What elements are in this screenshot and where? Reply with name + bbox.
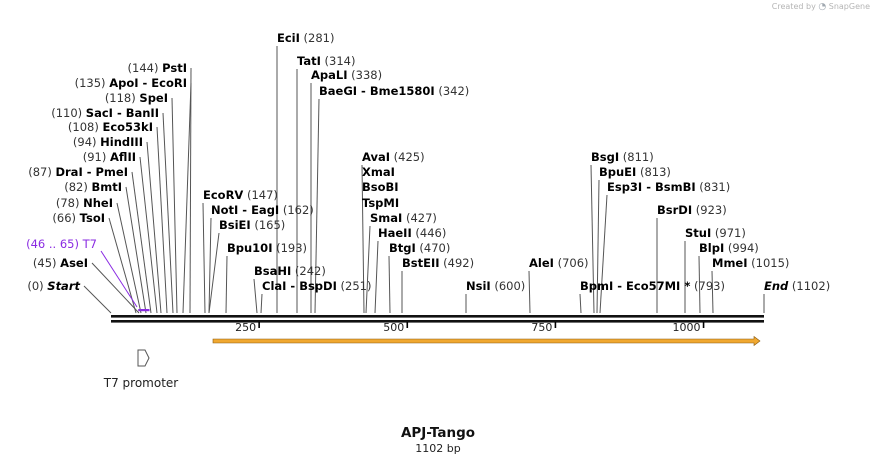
site-label-ava[interactable]: AvaI (425): [362, 150, 425, 164]
credit-text: Created by: [771, 2, 816, 11]
site-label-tspm[interactable]: TspMI: [362, 196, 399, 210]
site-connector-bpm: [579, 293, 582, 314]
site-label-esp3[interactable]: Esp3I - BsmBI (831): [607, 180, 730, 194]
tick-label-1000: 1000: [673, 321, 701, 334]
site-connector-btg: [388, 255, 391, 314]
site-label-mme[interactable]: MmeI (1015): [712, 256, 789, 270]
site-connector-cla: [260, 293, 263, 314]
site-label-bpm[interactable]: BpmI - Eco57MI * (793): [580, 279, 725, 293]
site-connector-hind: [146, 141, 162, 314]
site-label-spe[interactable]: (118) SpeI: [105, 91, 168, 105]
site-label-not[interactable]: NotI - EagI (162): [211, 203, 314, 217]
primer-bar-t7[interactable]: [138, 309, 150, 312]
site-label-ale[interactable]: AleI (706): [529, 256, 589, 270]
site-connector-bsah: [253, 278, 258, 314]
site-label-bpue[interactable]: BpuEI (813): [599, 165, 671, 179]
site-connector-bsg: [590, 164, 595, 314]
snapgene-credit: Created by ◔ SnapGene: [772, 2, 870, 12]
primer-label-t7[interactable]: (46 .. 65) T7: [26, 237, 97, 251]
site-connector-spe: [171, 97, 178, 314]
site-connector-bsie: [208, 232, 220, 314]
site-connector-hae2: [374, 240, 379, 314]
site-label-apa[interactable]: ApaLI (338): [311, 68, 382, 82]
site-label-tat[interactable]: TatI (314): [297, 54, 356, 68]
site-connector-nhe: [116, 202, 142, 314]
site-label-ecorv[interactable]: EcoRV (147): [203, 188, 278, 202]
site-connector-bae: [314, 98, 320, 314]
site-label-ase[interactable]: (45) AseI: [33, 256, 88, 270]
site-connector-sma: [365, 225, 371, 314]
site-connector-bpue: [596, 179, 600, 314]
site-label-bsah[interactable]: BsaHI (242): [254, 264, 326, 278]
credit-logo-text: SnapGene: [828, 2, 870, 11]
backbone-top-strand: [111, 315, 764, 318]
site-label-pst[interactable]: (144) PstI: [128, 61, 187, 75]
tick-label-250: 250: [235, 321, 256, 334]
site-connector-esp3: [599, 194, 608, 314]
site-connector-start: [83, 285, 112, 314]
site-label-e53[interactable]: (108) Eco53kI: [68, 120, 153, 134]
site-label-nhe[interactable]: (78) NheI: [56, 196, 113, 210]
site-label-stu[interactable]: StuI (971): [685, 226, 746, 240]
site-connector-mme: [711, 270, 714, 314]
site-connector-pst: [189, 67, 192, 314]
site-connector-ava: [361, 164, 365, 314]
site-label-bsob[interactable]: BsoBI: [362, 180, 399, 194]
feature-arrow[interactable]: [212, 335, 761, 347]
site-label-bste[interactable]: BstEII (492): [402, 256, 474, 270]
snapgene-logo-icon: ◔: [818, 2, 827, 12]
site-label-dra[interactable]: (87) DraI - PmeI: [28, 165, 128, 179]
site-label-blp[interactable]: BlpI (994): [699, 241, 759, 255]
site-label-nsi[interactable]: NsiI (600): [466, 279, 525, 293]
site-label-bsie[interactable]: BsiEI (165): [219, 218, 285, 232]
site-label-afl[interactable]: (91) AflII: [83, 150, 136, 164]
site-label-cla[interactable]: ClaI - BspDI (251): [262, 279, 371, 293]
site-connector-dra: [131, 171, 152, 314]
tick-label-750: 750: [531, 321, 552, 334]
site-label-sma[interactable]: SmaI (427): [370, 211, 437, 225]
site-label-hind[interactable]: (94) HindIII: [73, 135, 143, 149]
site-label-eci[interactable]: EciI (281): [277, 31, 335, 45]
site-label-bsg[interactable]: BsgI (811): [591, 150, 654, 164]
map-size: 1102 bp: [415, 442, 461, 455]
site-label-start[interactable]: (0) Start: [27, 279, 80, 293]
site-label-hae2[interactable]: HaeII (446): [378, 226, 446, 240]
site-connector-ale: [528, 270, 531, 314]
tick-label-500: 500: [383, 321, 404, 334]
map-title: APJ-Tango: [400, 425, 476, 441]
site-label-tso[interactable]: (66) TsoI: [52, 211, 105, 225]
site-connector-ecorv: [202, 202, 206, 314]
primer-connector-t7: [100, 250, 138, 308]
site-label-bae[interactable]: BaeGI - Bme1580I (342): [319, 84, 469, 98]
site-label-bsrd[interactable]: BsrDI (923): [657, 203, 727, 217]
site-label-bpu10[interactable]: Bpu10I (193): [227, 241, 307, 255]
sequence-map: 250 500 750 1000 EciI (281) TatI (314)ApaLI …: [26, 31, 830, 390]
site-label-end[interactable]: End (1102): [764, 279, 830, 293]
site-connector-ase: [91, 262, 140, 314]
site-connector-tso: [108, 217, 137, 314]
t7-promoter-label: T7 promoter: [103, 376, 179, 390]
site-connector-apo: [182, 82, 192, 314]
site-connector-afl: [139, 156, 158, 314]
site-connector-bmt: [125, 186, 147, 314]
site-connector-e53: [156, 126, 168, 314]
site-connector-blp: [698, 255, 701, 314]
site-connector-not: [208, 217, 212, 314]
backbone-bottom-strand: [111, 320, 764, 323]
site-label-sac[interactable]: (110) SacI - BanII: [51, 106, 159, 120]
site-label-btg[interactable]: BtgI (470): [389, 241, 450, 255]
site-connector-bpu10: [225, 255, 228, 314]
site-label-xma[interactable]: XmaI: [362, 165, 395, 179]
site-label-apo[interactable]: (135) ApoI - EcoRI: [75, 76, 187, 90]
site-connector-sac: [162, 112, 174, 314]
t7-promoter-icon[interactable]: [137, 349, 150, 367]
site-label-bmt[interactable]: (82) BmtI: [64, 180, 122, 194]
